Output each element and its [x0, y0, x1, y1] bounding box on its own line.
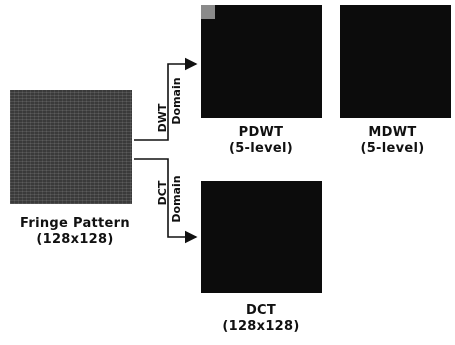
- fringe-pattern-label: Fringe Pattern (128x128): [0, 216, 150, 248]
- dwt-arrow: [134, 57, 198, 141]
- dct-branch-domain: Domain: [170, 175, 183, 222]
- dwt-branch-domain: Domain: [170, 77, 183, 124]
- dct-branch-word: DCT: [156, 180, 169, 205]
- dct-arrow: [134, 158, 198, 244]
- mdwt-label: MDWT (5-level): [330, 125, 455, 157]
- mdwt-image: [340, 5, 451, 118]
- dct-label: DCT (128x128): [196, 303, 326, 335]
- pdwt-lowband-corner: [201, 5, 215, 19]
- fringe-pattern-image: [10, 90, 132, 204]
- fringe-pattern-size: (128x128): [36, 232, 114, 247]
- dwt-branch-word: DWT: [156, 103, 169, 132]
- pdwt-image: [201, 5, 322, 118]
- dct-title: DCT: [245, 303, 277, 318]
- mdwt-title: MDWT: [368, 125, 417, 140]
- pdwt-levels: (5-level): [228, 141, 294, 156]
- mdwt-levels: (5-level): [360, 141, 425, 156]
- pdwt-title: PDWT: [238, 125, 284, 140]
- pdwt-label: PDWT (5-level): [196, 125, 326, 157]
- dct-size: (128x128): [222, 319, 300, 334]
- fringe-pattern-title: Fringe Pattern: [20, 216, 130, 231]
- dct-image: [201, 181, 322, 293]
